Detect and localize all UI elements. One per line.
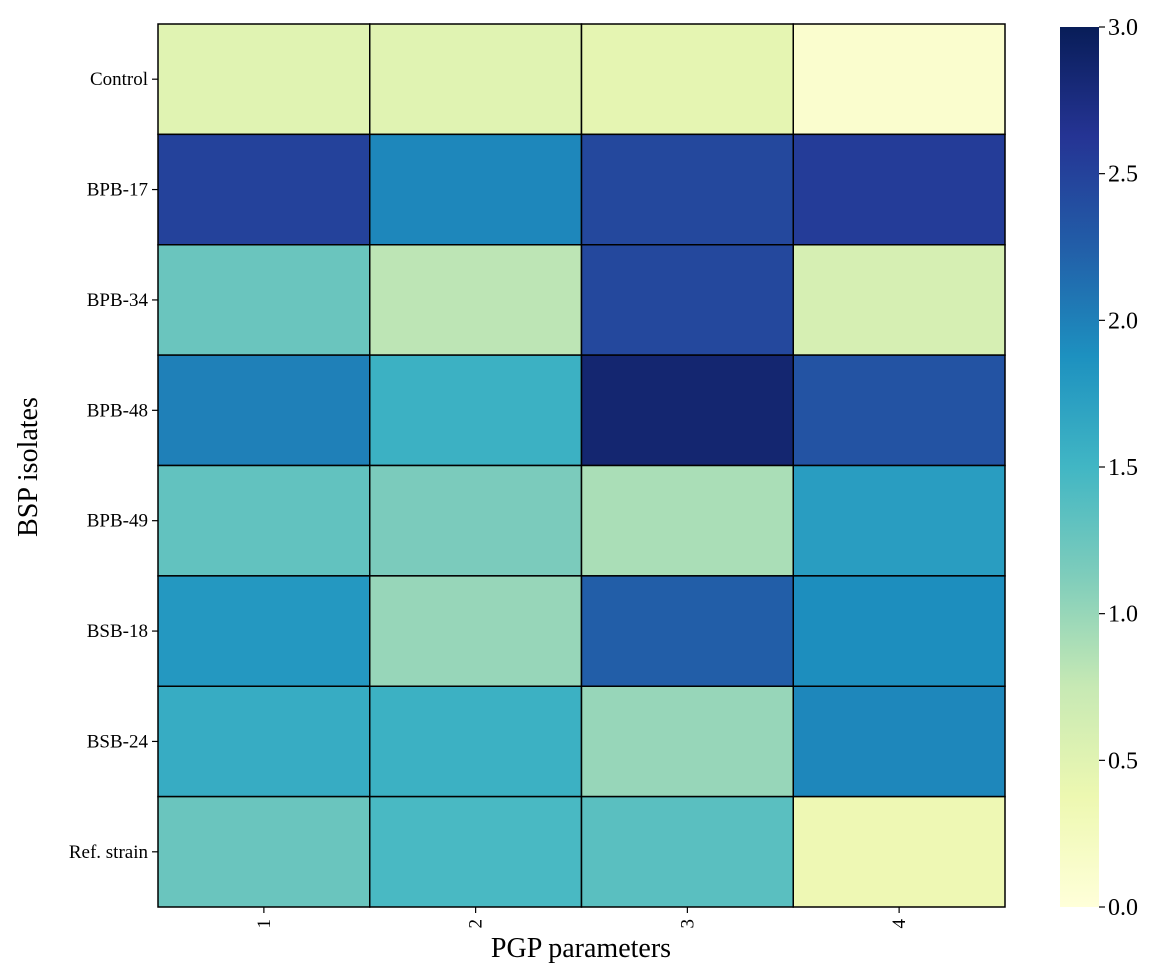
- y-tick-label: BSB-18: [87, 621, 148, 642]
- colorbar-tick-label: 2.0: [1108, 308, 1138, 334]
- colorbar-tick-label: 0.5: [1108, 748, 1138, 774]
- heatmap-cell: [157, 354, 371, 467]
- heatmap-cell: [369, 133, 583, 246]
- heatmap-cell: [157, 464, 371, 577]
- y-tick-label: BPB-17: [87, 180, 148, 201]
- heatmap-cell: [369, 795, 583, 908]
- heatmap-cell: [369, 244, 583, 356]
- y-tick-label: BPB-34: [87, 290, 149, 311]
- x-tick-label: 1: [254, 919, 275, 929]
- heatmap-cell: [580, 795, 794, 908]
- colorbar: 0.0 0.5 1.0 1.5 2.0 2.5 3.0: [1060, 15, 1138, 921]
- heatmap-cell: [792, 685, 1006, 798]
- heatmap-cells: [157, 23, 1006, 908]
- y-axis: Control BPB-17 BPB-34 BPB-48 BPB-49 BSB-18 BSB…: [69, 69, 158, 863]
- heatmap-cell: [792, 795, 1006, 908]
- heatmap-cell: [157, 575, 371, 687]
- colorbar-tick-label: 2.5: [1108, 162, 1138, 188]
- y-tick-label: Ref. strain: [69, 842, 149, 863]
- heatmap-cell: [580, 23, 794, 136]
- x-axis-title: PGP parameters: [491, 933, 671, 963]
- heatmap-cell: [369, 464, 583, 577]
- heatmap-cell: [580, 685, 794, 798]
- colorbar-tick-label: 1.0: [1108, 602, 1138, 628]
- heatmap-cell: [792, 23, 1006, 136]
- heatmap-cell: [369, 685, 583, 798]
- heatmap-cell: [157, 23, 371, 136]
- x-tick-label: 4: [889, 919, 910, 929]
- heatmap-cell: [157, 133, 371, 246]
- heatmap-cell: [369, 575, 583, 687]
- x-tick-label: 3: [677, 919, 698, 929]
- y-tick-label: Control: [90, 69, 148, 90]
- heatmap-cell: [157, 795, 371, 908]
- heatmap-cell: [580, 133, 794, 246]
- colorbar-tick-label: 3.0: [1108, 15, 1138, 41]
- colorbar-tick-label: 0.0: [1108, 895, 1138, 921]
- heatmap-cell: [792, 354, 1006, 467]
- heatmap-cell: [792, 133, 1006, 246]
- colorbar-tick-label: 1.5: [1108, 455, 1138, 481]
- y-tick-label: BSB-24: [87, 731, 149, 752]
- y-tick-label: BPB-49: [87, 511, 148, 532]
- heatmap-cell: [792, 244, 1006, 356]
- colorbar-gradient: [1060, 27, 1099, 907]
- heatmap-cell: [580, 244, 794, 356]
- heatmap-cell: [369, 23, 583, 136]
- heatmap-cell: [157, 685, 371, 798]
- y-tick-label: BPB-48: [87, 400, 148, 421]
- heatmap-cell: [580, 575, 794, 687]
- colorbar-ticks: 0.0 0.5 1.0 1.5 2.0 2.5 3.0: [1099, 15, 1138, 921]
- x-tick-label: 2: [466, 919, 487, 929]
- heatmap-cell: [157, 244, 371, 356]
- heatmap-cell: [792, 575, 1006, 687]
- y-axis-title: BSP isolates: [13, 397, 44, 537]
- heatmap-cell: [580, 464, 794, 577]
- heatmap-cell: [792, 464, 1006, 577]
- x-axis: 1 2 3 4: [254, 907, 910, 929]
- heatmap-cell: [580, 354, 794, 467]
- heatmap-cell: [369, 354, 583, 467]
